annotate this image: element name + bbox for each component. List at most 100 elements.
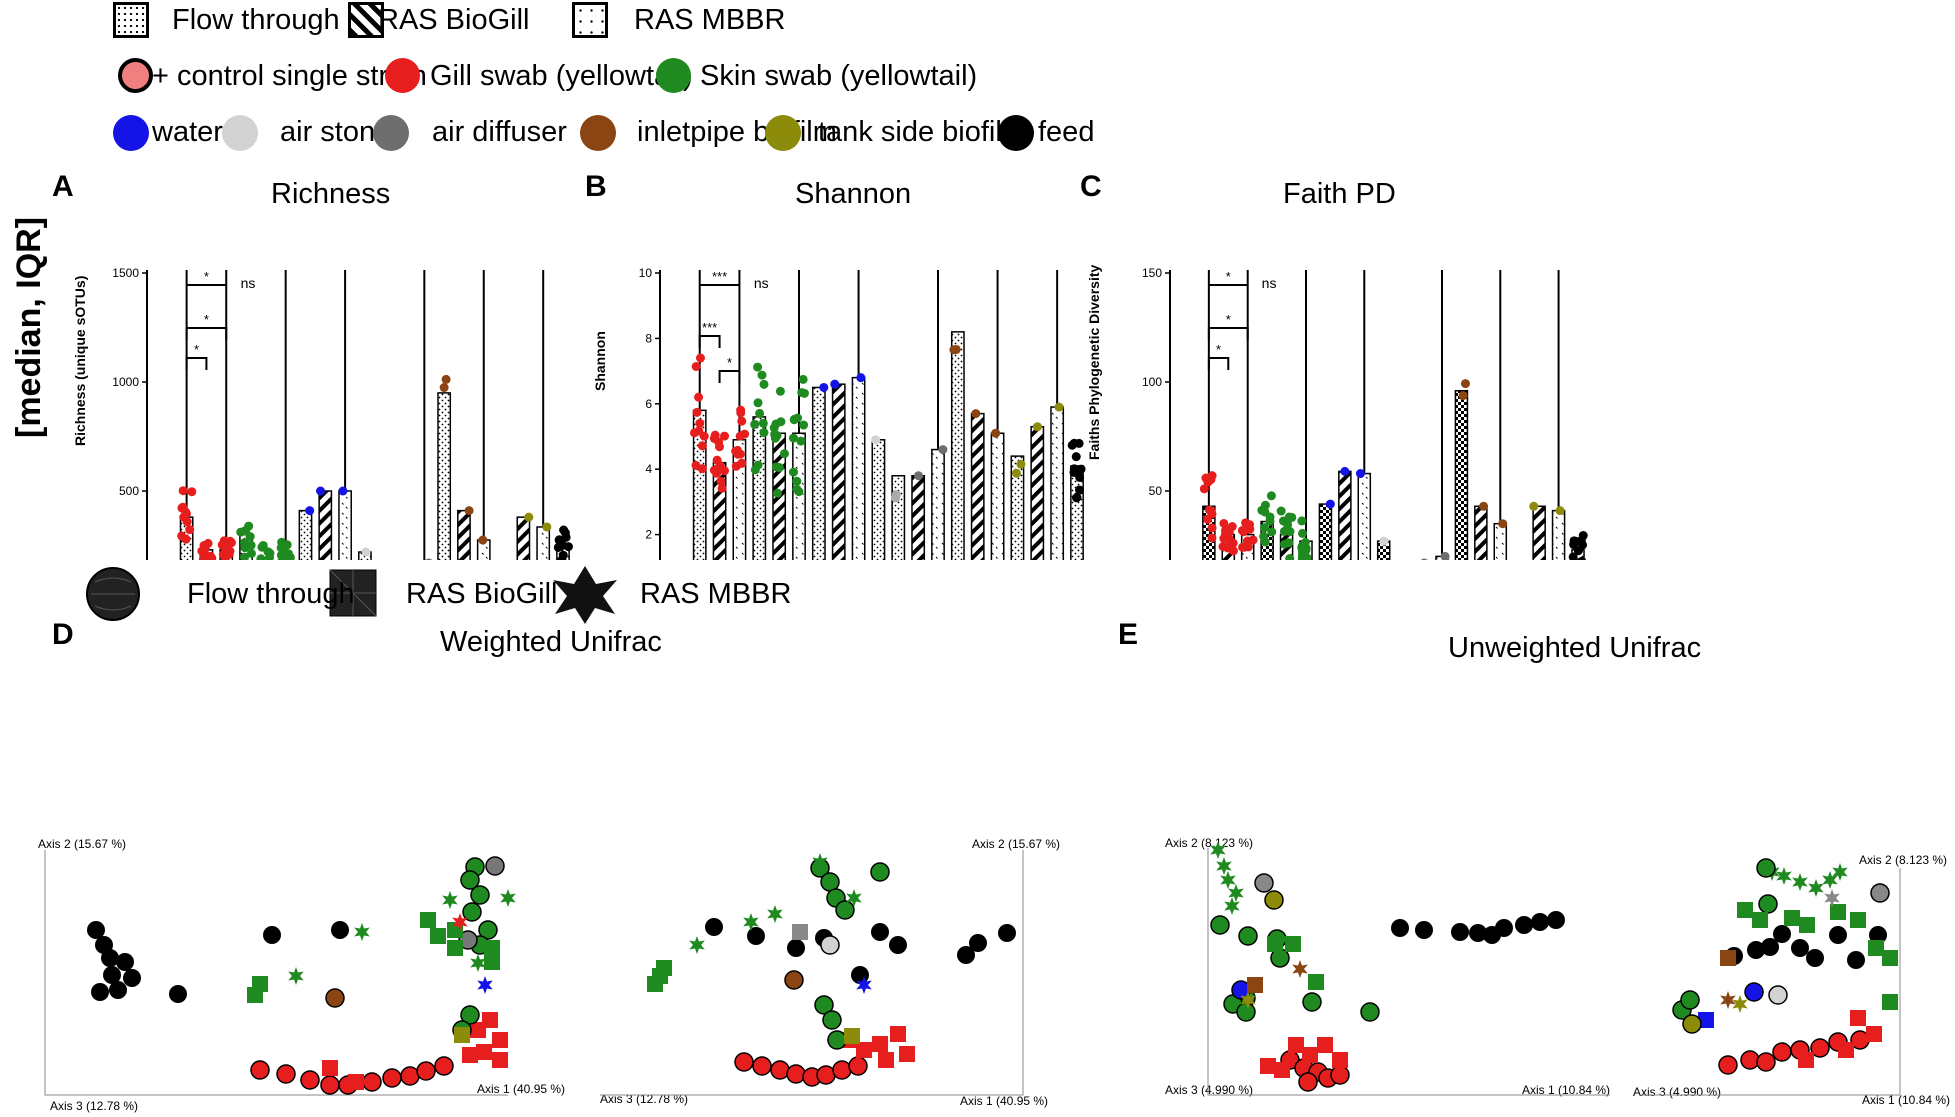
data-point: [524, 512, 534, 522]
pcoa-point: [331, 921, 349, 939]
data-point: [558, 550, 568, 560]
pcoa-point: [1469, 924, 1487, 942]
data-point: [750, 465, 760, 475]
data-point: [759, 379, 769, 389]
sig-label: *: [204, 312, 209, 327]
data-point: [1203, 477, 1213, 487]
pcoa-point: [689, 936, 705, 954]
y-tick-label: 50: [1149, 484, 1163, 498]
data-point: [1011, 468, 1021, 478]
data-point: [182, 517, 192, 527]
pcoa-point: [647, 976, 663, 992]
pcoa-point: [500, 889, 516, 907]
pcoa-point: [899, 1046, 915, 1062]
data-point: [316, 486, 326, 496]
data-point: [560, 528, 570, 538]
legend-label: feed: [1038, 116, 1095, 148]
data-point: [257, 542, 267, 552]
data-point: [938, 445, 948, 455]
pcoa-point: [1725, 947, 1743, 965]
data-point: [554, 535, 564, 545]
shape-legend-ras-mbbr: RAS MBBR: [640, 578, 792, 610]
data-point: [1276, 506, 1286, 516]
e-left-axis2: Axis 2 (8.123 %): [1165, 836, 1254, 850]
data-point: [1259, 531, 1269, 541]
pcoa-point: [842, 1032, 858, 1048]
pcoa-point: [770, 1060, 790, 1080]
data-point: [1228, 546, 1238, 556]
bar: [1357, 472, 1372, 560]
pcoa-point: [247, 987, 263, 1003]
sig-label: *: [1226, 312, 1231, 327]
texture-legend-label: Flow through: [172, 4, 340, 36]
data-point: [1260, 507, 1270, 517]
e-right-axis3: Axis 3 (4.990 %): [1633, 1085, 1722, 1099]
data-point: [773, 488, 783, 498]
data-point: [971, 409, 981, 419]
data-point: [1207, 533, 1217, 543]
data-point: [1076, 464, 1086, 474]
d-right-axis2: Axis 2 (15.67 %): [972, 837, 1061, 851]
panel-letter-d: D: [52, 618, 74, 651]
data-point: [1260, 500, 1270, 510]
bar: [1474, 505, 1488, 560]
data-point: [178, 486, 188, 496]
bar: [990, 432, 1005, 560]
data-point: [1529, 501, 1539, 511]
sig-label-ns: ns: [1262, 275, 1277, 291]
pcoa-point: [1483, 926, 1501, 944]
data-point: [1074, 438, 1084, 448]
data-point: [1440, 551, 1450, 560]
pcoa-point: [87, 921, 105, 939]
pcoa-point: [460, 1005, 480, 1025]
pcoa-point: [812, 853, 828, 871]
pcoa-point: [252, 976, 268, 992]
pcoa-point: [470, 885, 490, 905]
data-point: [1284, 512, 1294, 522]
data-point: [712, 455, 722, 465]
pcoa-point: [478, 920, 498, 940]
y-tick-label: 150: [1142, 266, 1162, 280]
data-point: [1032, 422, 1042, 432]
pcoa-point: [871, 923, 889, 941]
pcoa-point: [1764, 863, 1780, 881]
pcoa-point: [95, 936, 113, 954]
sig-label: ***: [702, 320, 717, 335]
pcoa-point: [1285, 936, 1301, 952]
pcoa-point: [1790, 1040, 1810, 1060]
pcoa-point: [1292, 960, 1308, 978]
data-point: [181, 534, 191, 544]
data-point: [819, 382, 829, 392]
pcoa-point: [1260, 1058, 1276, 1074]
data-point: [256, 554, 266, 560]
data-point: [197, 546, 207, 556]
legend-dot: [222, 115, 258, 151]
data-point: [282, 540, 292, 550]
pcoa-point: [1223, 994, 1243, 1014]
bar: [457, 509, 471, 560]
data-point: [1227, 522, 1237, 532]
sig-bracket: [185, 327, 228, 340]
pcoa-point: [485, 856, 505, 876]
data-point: [198, 554, 208, 560]
data-point: [1420, 558, 1428, 560]
data-point: [714, 437, 724, 447]
sig-bracket: [1207, 327, 1249, 340]
pcoa-point: [827, 1030, 847, 1050]
pcoa-point: [101, 949, 119, 967]
legend-dot: [385, 58, 420, 93]
pcoa-point: [462, 1047, 478, 1063]
data-point: [695, 418, 705, 428]
data-point: [1576, 536, 1586, 546]
data-point: [338, 486, 348, 496]
pcoa-point: [1737, 902, 1753, 918]
pcoa-point: [1332, 1052, 1348, 1068]
panel-letter-e: E: [1118, 618, 1139, 651]
data-point: [689, 428, 699, 438]
pcoa-point: [1280, 1050, 1300, 1070]
data-point: [223, 540, 233, 550]
pcoa-point: [1274, 1062, 1290, 1078]
pcoa-point: [458, 930, 478, 950]
d-left-axis3: Axis 3 (12.78 %): [50, 1099, 139, 1113]
shape-legend-flow-through: Flow through: [187, 578, 355, 610]
